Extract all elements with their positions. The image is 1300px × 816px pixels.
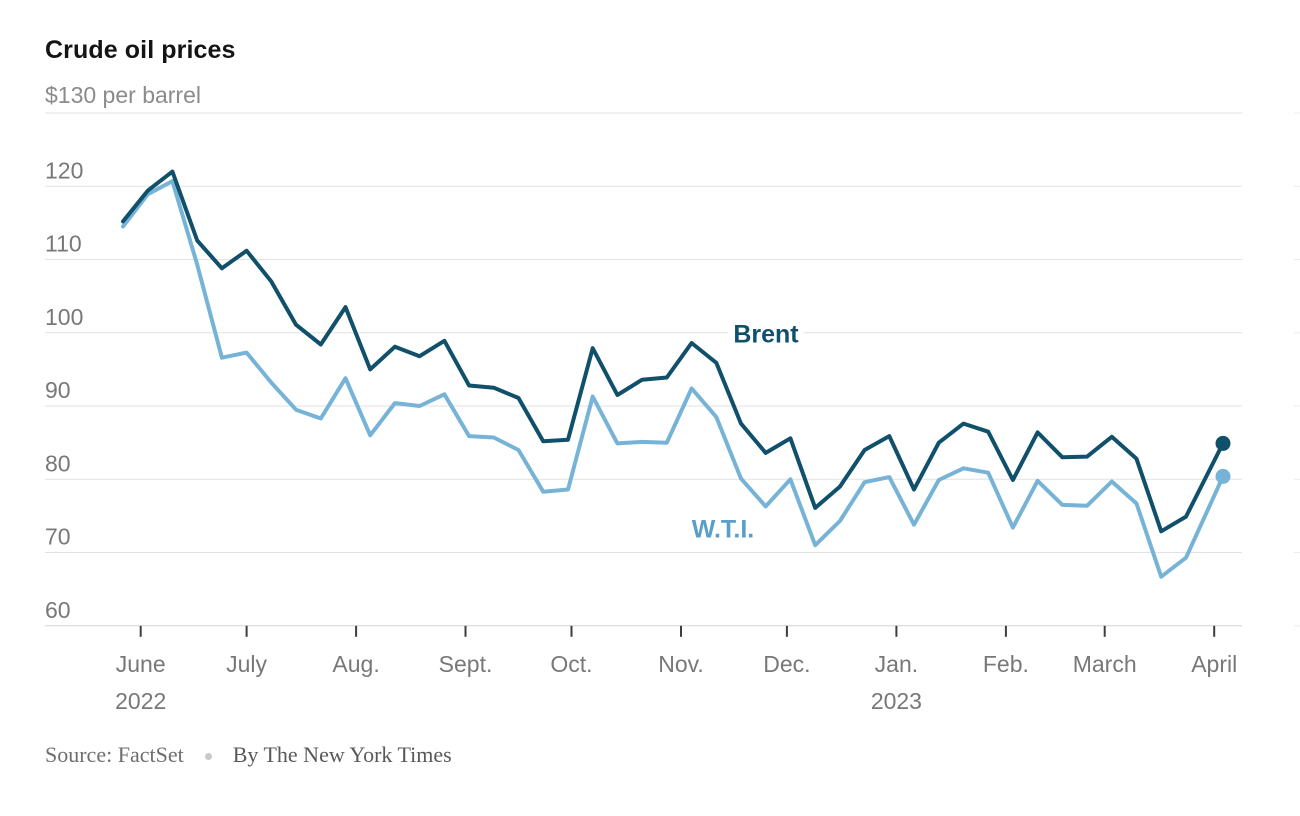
source-row: Source: FactSet By The New York Times [45,742,452,768]
month-label: July [226,651,267,677]
month-label: April [1191,651,1237,677]
month-label: Nov. [658,651,704,677]
month-label: Jan. [875,651,918,677]
wti-series-label: W.T.I. [686,515,760,545]
y-axis-unit-label: $130 per barrel [45,82,201,108]
y-axis-label: 70 [45,524,71,550]
brent-series-label: Brent [728,320,804,350]
wti-line [121,179,1225,579]
y-axis-label: 100 [45,304,83,330]
y-axis-label: 110 [45,231,82,257]
month-label: Aug. [332,651,379,677]
month-label: Feb. [983,651,1029,677]
month-label: March [1073,651,1137,677]
month-label: Dec. [763,651,810,677]
month-label: June [116,651,166,677]
y-axis-label: 60 [45,597,71,623]
byline-text: By The New York Times [232,742,452,767]
brent-line [121,169,1225,534]
year-label: 2022 [115,688,166,714]
y-axis-label: 90 [45,377,71,403]
page-title: Crude oil prices [45,36,236,64]
year-label: 2023 [871,688,922,714]
source-text: Source: FactSet [45,742,184,767]
brent-end-dot [1215,435,1231,451]
y-axis-label: 120 [45,157,83,183]
separator-dot-icon [204,753,212,760]
month-label: Oct. [550,651,592,677]
month-label: Sept. [439,651,493,677]
wti-end-dot [1215,468,1231,484]
y-axis-label: 80 [45,450,71,476]
